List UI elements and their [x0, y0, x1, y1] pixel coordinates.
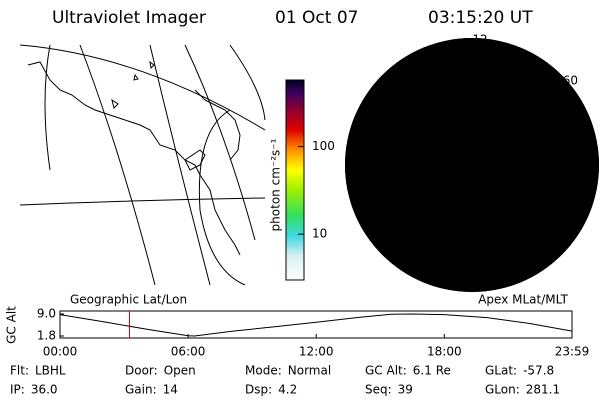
info-value: -57.8: [523, 364, 554, 378]
info-value: 281.1: [526, 383, 560, 397]
title: Ultraviolet Imager: [52, 8, 206, 28]
info-label: Mode:: [245, 364, 282, 378]
mlt-label: 0: [468, 281, 476, 295]
alt-line: [59, 313, 573, 337]
x-tick-label: 23:59: [555, 345, 590, 359]
info-label: Gain:: [125, 383, 157, 397]
colorbar-label: photon cm⁻²s⁻¹: [269, 138, 283, 231]
lat-ring: [345, 38, 599, 292]
mlt-label: 12: [472, 33, 487, 47]
info-label: GLat:: [485, 364, 517, 378]
mlt-label: 18: [345, 155, 360, 169]
colorbar: [285, 79, 305, 281]
alt-frame: [59, 310, 573, 339]
info-value: 4.2: [278, 383, 297, 397]
y-tick-label: 9.0: [37, 307, 56, 321]
lat-label: 70: [530, 101, 545, 115]
x-tick-label: 00:00: [43, 345, 78, 359]
colorbar-tick-label: 100: [312, 139, 335, 153]
mlt-label: 6: [591, 154, 599, 168]
info-value: LBHL: [35, 364, 66, 378]
lat-label: 60: [563, 74, 578, 88]
alt-annotation: Geographic Lat/Lon: [70, 293, 187, 307]
time: 03:15:20 UT: [428, 8, 533, 28]
x-tick-label: 06:00: [171, 345, 206, 359]
info-label: IP:: [10, 383, 25, 397]
info-value: 14: [163, 383, 178, 397]
info-value: 36.0: [31, 383, 58, 397]
y-label: GC Alt: [5, 306, 19, 344]
info-value: Normal: [288, 364, 331, 378]
info-value: 39: [398, 383, 413, 397]
y-tick-label: 1.8: [37, 329, 56, 343]
info-label: Flt:: [10, 364, 29, 378]
map: [19, 44, 266, 286]
info-label: Seq:: [365, 383, 392, 397]
date: 01 Oct 07: [275, 8, 358, 28]
info-value: 6.1 Re: [413, 364, 451, 378]
info-label: Door:: [125, 364, 158, 378]
alt-annotation: Apex MLat/MLT: [478, 293, 568, 307]
info-label: GC Alt:: [365, 364, 407, 378]
x-tick-label: 12:00: [299, 345, 334, 359]
lat-label: 80: [498, 128, 513, 142]
colorbar-tick-label: 10: [312, 227, 327, 241]
x-tick-label: 18:00: [427, 345, 462, 359]
info-label: GLon:: [485, 383, 520, 397]
info-value: Open: [164, 364, 196, 378]
info-label: Dsp:: [245, 383, 272, 397]
